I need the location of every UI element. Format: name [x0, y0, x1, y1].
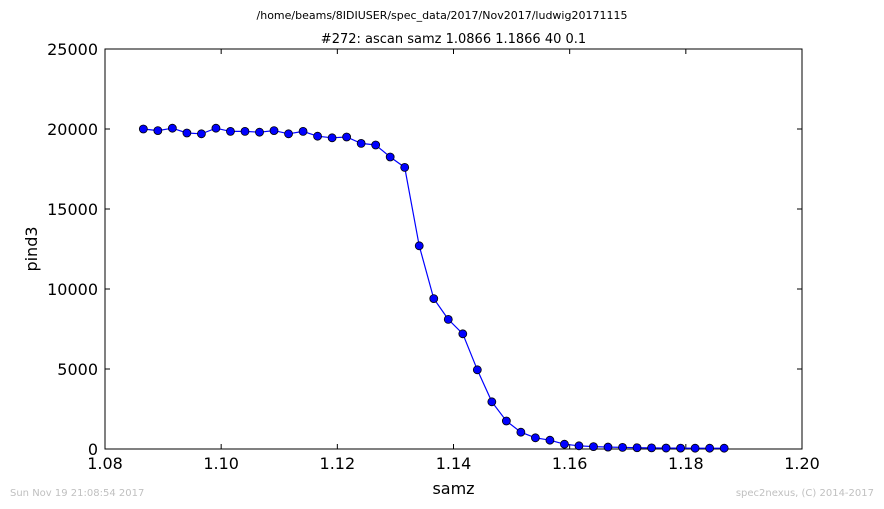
data-point	[327, 133, 337, 143]
data-point	[240, 126, 250, 136]
data-point	[690, 443, 700, 453]
series-line	[143, 127, 725, 449]
data-point	[676, 443, 686, 453]
data-point	[182, 128, 192, 138]
y-axis-label: pind3	[22, 226, 41, 271]
data-point	[226, 126, 235, 136]
axes: 1.08 1.10 1.12 1.14 1.16 1.18 1.20 0 5000 10000 15…	[22, 32, 820, 498]
y-tick-label: 25000	[47, 40, 98, 59]
data-point	[719, 443, 729, 453]
y-tick-label: 10000	[47, 280, 98, 299]
data-point	[153, 126, 163, 136]
data-point	[472, 365, 482, 375]
data-point	[560, 439, 569, 449]
data-point	[313, 131, 322, 141]
data-point	[255, 127, 264, 137]
data-point	[618, 442, 627, 452]
x-tick-label: 1.10	[203, 454, 239, 473]
data-point	[429, 294, 439, 304]
data-point	[603, 442, 613, 452]
x-axis-label: samz	[432, 479, 474, 498]
timestamp-footer: Sun Nov 19 21:08:54 2017	[10, 488, 145, 499]
copyright-footer: spec2nexus, (C) 2014-2017	[735, 488, 874, 499]
data-point	[414, 241, 424, 251]
data-point	[574, 441, 584, 451]
plot-frame	[104, 48, 803, 450]
data-point	[530, 433, 540, 443]
data-point	[356, 138, 366, 148]
data-point	[298, 126, 308, 136]
chart-title: #272: ascan samz 1.0866 1.1866 40 0.1	[321, 32, 586, 47]
x-tick-label: 1.08	[87, 454, 123, 473]
data-point	[269, 126, 279, 136]
data-point	[501, 416, 511, 426]
data-point	[284, 129, 293, 139]
data-point	[371, 140, 381, 150]
x-tick-label: 1.12	[320, 454, 356, 473]
figure-suptitle: /home/beams/8IDIUSER/spec_data/2017/Nov2…	[256, 9, 628, 22]
data-point	[661, 443, 671, 453]
x-tick-label: 1.20	[784, 454, 820, 473]
x-tick-label: 1.18	[668, 454, 704, 473]
data-series	[138, 123, 729, 453]
data-point	[138, 124, 148, 134]
y-tick-label: 5000	[57, 360, 98, 379]
data-point	[705, 443, 715, 453]
data-point	[516, 427, 526, 437]
data-point	[211, 123, 221, 133]
data-point	[400, 162, 410, 172]
data-point	[342, 132, 352, 142]
y-tick-label: 20000	[47, 120, 98, 139]
data-point	[167, 123, 177, 133]
data-point	[458, 329, 468, 339]
y-tick-label: 15000	[47, 200, 98, 219]
data-point	[632, 443, 642, 453]
y-tick-label: 0	[88, 440, 98, 459]
data-point	[385, 152, 395, 162]
data-point	[197, 129, 206, 139]
x-tick-label: 1.14	[436, 454, 472, 473]
data-point	[443, 314, 453, 324]
data-point	[589, 442, 598, 452]
x-tick-label: 1.16	[552, 454, 588, 473]
data-point	[647, 443, 656, 453]
data-point	[545, 435, 555, 445]
data-point	[487, 397, 497, 407]
